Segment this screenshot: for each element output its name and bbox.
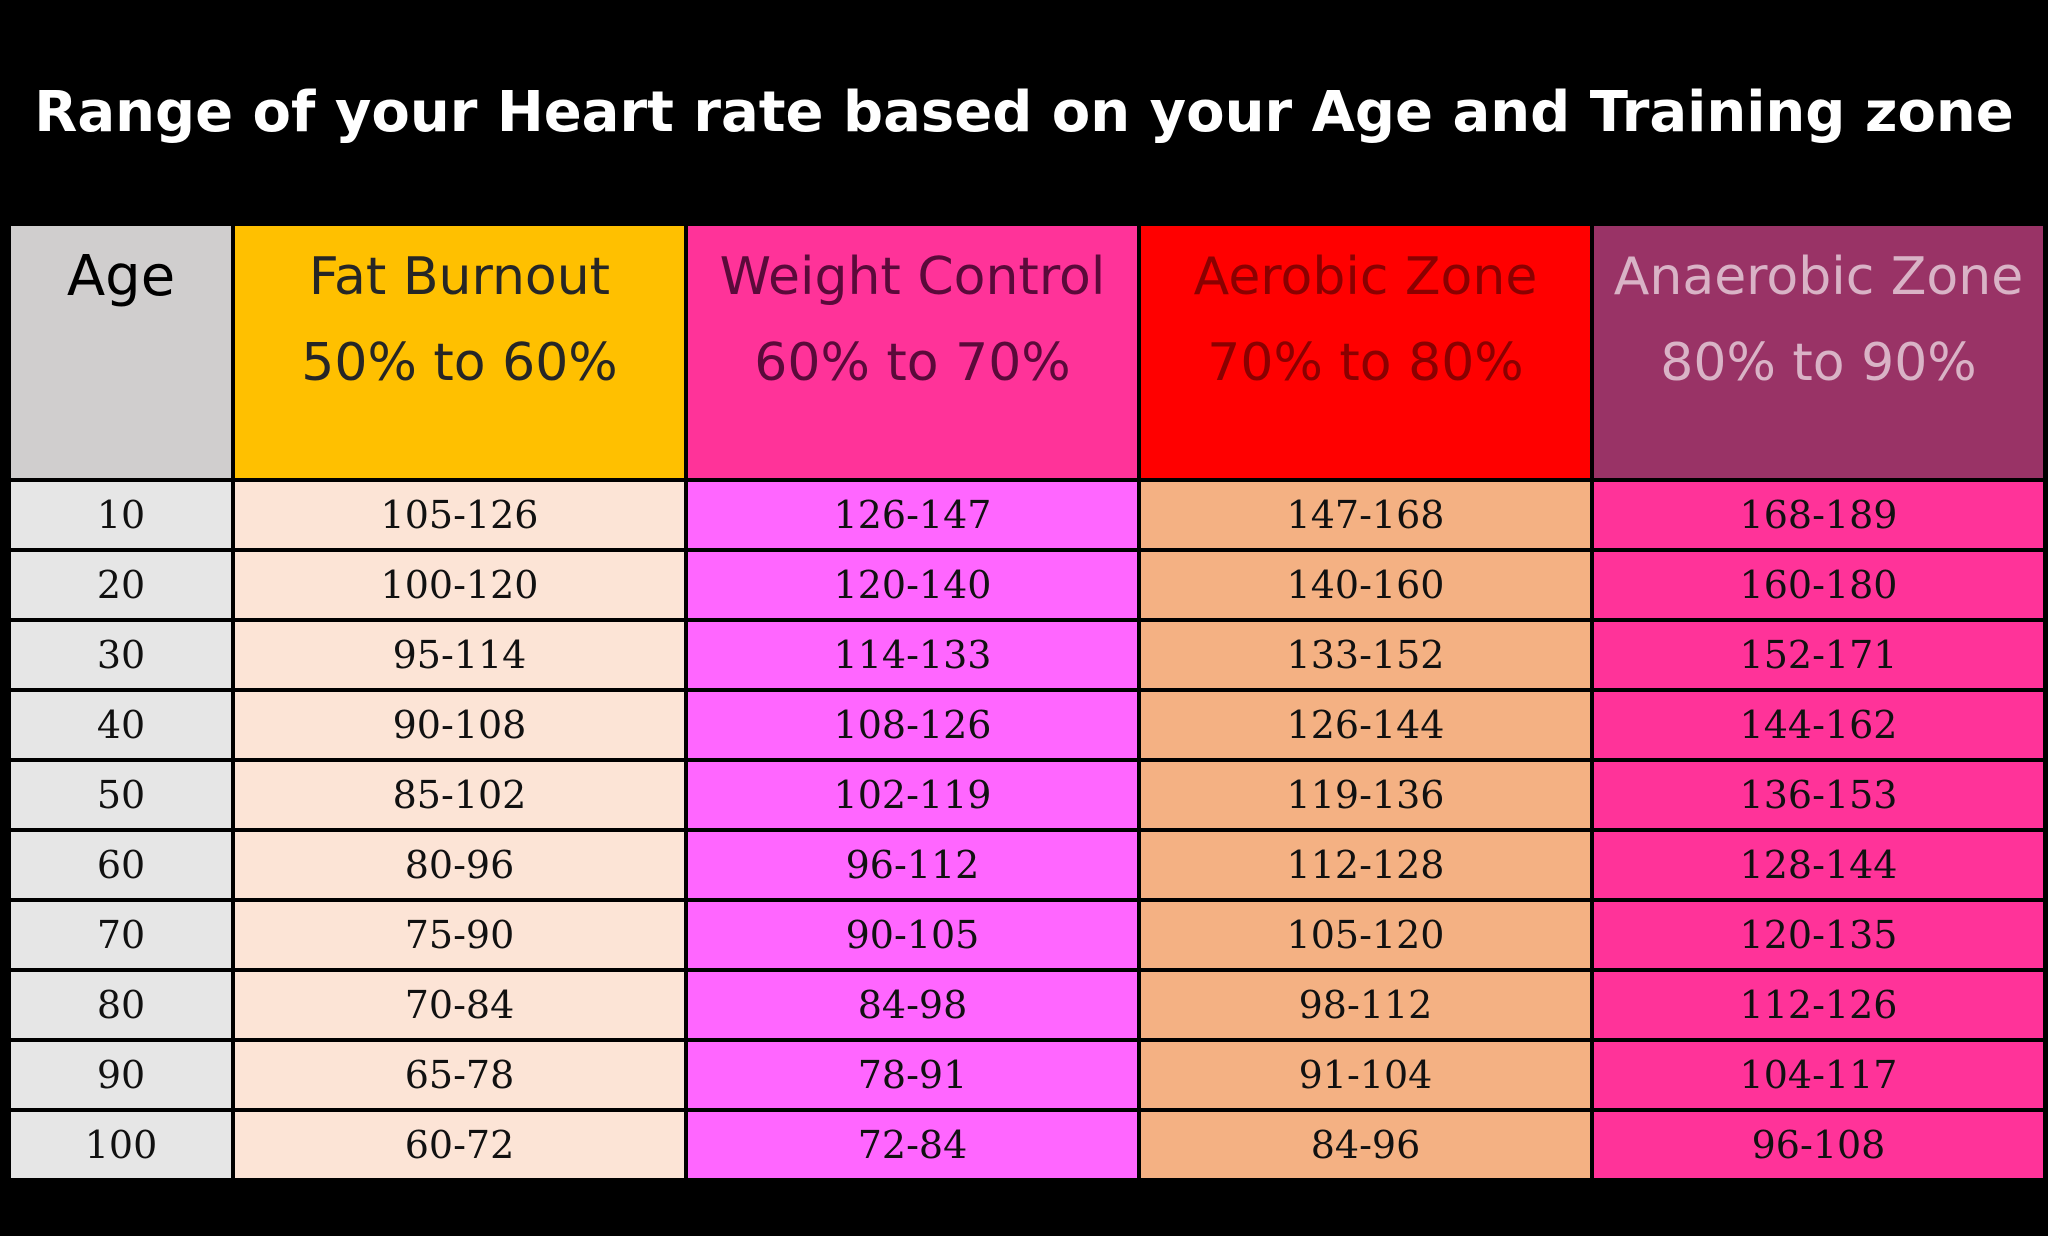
aerobic-zone-cell: 147-168 <box>1137 478 1594 552</box>
fat-burnout-cell: 100-120 <box>231 548 688 622</box>
fat-burnout-cell: 70-84 <box>231 968 688 1042</box>
anaerobic-zone-cell: 152-171 <box>1590 618 2047 692</box>
weight-control-cell: 126-147 <box>684 478 1141 552</box>
table-body: 10 105-126 126-147 147-168 168-189 20 10… <box>7 478 2047 1182</box>
table-row: 60 80-96 96-112 112-128 128-144 <box>7 828 2047 902</box>
column-header-label: Age <box>66 244 176 309</box>
fat-burnout-cell: 90-108 <box>231 688 688 762</box>
weight-control-cell: 108-126 <box>684 688 1141 762</box>
column-header-fat-burnout: Fat Burnout 50% to 60% <box>231 222 688 482</box>
age-cell: 20 <box>7 548 235 622</box>
anaerobic-zone-cell: 128-144 <box>1590 828 2047 902</box>
column-header-label: Fat Burnout 50% to 60% <box>301 247 618 393</box>
weight-control-cell: 96-112 <box>684 828 1141 902</box>
column-header-weight-control: Weight Control 60% to 70% <box>684 222 1141 482</box>
fat-burnout-cell: 105-126 <box>231 478 688 552</box>
table-row: 10 105-126 126-147 147-168 168-189 <box>7 478 2047 552</box>
weight-control-cell: 72-84 <box>684 1108 1141 1182</box>
column-header-aerobic-zone: Aerobic Zone 70% to 80% <box>1137 222 1594 482</box>
column-header-label: Anaerobic Zone 80% to 90% <box>1613 247 2024 393</box>
weight-control-cell: 78-91 <box>684 1038 1141 1112</box>
age-cell: 30 <box>7 618 235 692</box>
aerobic-zone-cell: 133-152 <box>1137 618 1594 692</box>
fat-burnout-cell: 65-78 <box>231 1038 688 1112</box>
fat-burnout-cell: 80-96 <box>231 828 688 902</box>
weight-control-cell: 114-133 <box>684 618 1141 692</box>
aerobic-zone-cell: 84-96 <box>1137 1108 1594 1182</box>
fat-burnout-cell: 85-102 <box>231 758 688 832</box>
column-header-label: Aerobic Zone 70% to 80% <box>1193 247 1538 393</box>
fat-burnout-cell: 75-90 <box>231 898 688 972</box>
table-row: 100 60-72 72-84 84-96 96-108 <box>7 1108 2047 1182</box>
weight-control-cell: 84-98 <box>684 968 1141 1042</box>
anaerobic-zone-cell: 96-108 <box>1590 1108 2047 1182</box>
table-row: 40 90-108 108-126 126-144 144-162 <box>7 688 2047 762</box>
column-header-label: Weight Control 60% to 70% <box>719 247 1106 393</box>
fat-burnout-cell: 60-72 <box>231 1108 688 1182</box>
age-cell: 60 <box>7 828 235 902</box>
age-cell: 90 <box>7 1038 235 1112</box>
header-row: Age Fat Burnout 50% to 60% Weight Contro… <box>7 222 2047 482</box>
anaerobic-zone-cell: 104-117 <box>1590 1038 2047 1112</box>
age-cell: 10 <box>7 478 235 552</box>
aerobic-zone-cell: 112-128 <box>1137 828 1594 902</box>
weight-control-cell: 120-140 <box>684 548 1141 622</box>
table-row: 90 65-78 78-91 91-104 104-117 <box>7 1038 2047 1112</box>
weight-control-cell: 90-105 <box>684 898 1141 972</box>
chart-title: Range of your Heart rate based on your A… <box>34 80 2014 145</box>
age-cell: 50 <box>7 758 235 832</box>
anaerobic-zone-cell: 120-135 <box>1590 898 2047 972</box>
aerobic-zone-cell: 140-160 <box>1137 548 1594 622</box>
aerobic-zone-cell: 105-120 <box>1137 898 1594 972</box>
anaerobic-zone-cell: 144-162 <box>1590 688 2047 762</box>
column-header-age: Age <box>7 222 235 482</box>
table-row: 20 100-120 120-140 140-160 160-180 <box>7 548 2047 622</box>
anaerobic-zone-cell: 168-189 <box>1590 478 2047 552</box>
fat-burnout-cell: 95-114 <box>231 618 688 692</box>
heart-rate-table: Age Fat Burnout 50% to 60% Weight Contro… <box>7 222 2047 1182</box>
anaerobic-zone-cell: 136-153 <box>1590 758 2047 832</box>
anaerobic-zone-cell: 112-126 <box>1590 968 2047 1042</box>
table-row: 80 70-84 84-98 98-112 112-126 <box>7 968 2047 1042</box>
aerobic-zone-cell: 126-144 <box>1137 688 1594 762</box>
table-row: 50 85-102 102-119 119-136 136-153 <box>7 758 2047 832</box>
aerobic-zone-cell: 91-104 <box>1137 1038 1594 1112</box>
aerobic-zone-cell: 119-136 <box>1137 758 1594 832</box>
table-row: 70 75-90 90-105 105-120 120-135 <box>7 898 2047 972</box>
table-row: 30 95-114 114-133 133-152 152-171 <box>7 618 2047 692</box>
age-cell: 80 <box>7 968 235 1042</box>
column-header-anaerobic-zone: Anaerobic Zone 80% to 90% <box>1590 222 2047 482</box>
weight-control-cell: 102-119 <box>684 758 1141 832</box>
anaerobic-zone-cell: 160-180 <box>1590 548 2047 622</box>
aerobic-zone-cell: 98-112 <box>1137 968 1594 1042</box>
age-cell: 70 <box>7 898 235 972</box>
age-cell: 100 <box>7 1108 235 1182</box>
age-cell: 40 <box>7 688 235 762</box>
